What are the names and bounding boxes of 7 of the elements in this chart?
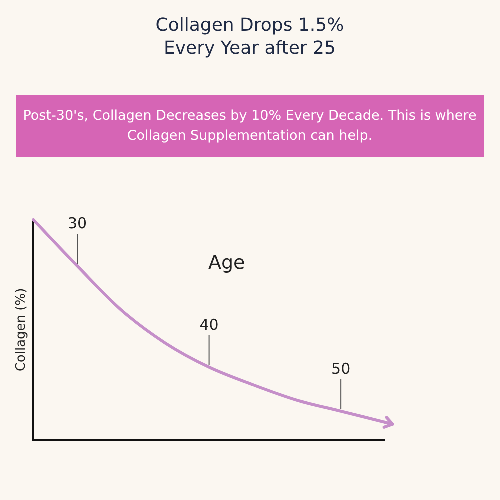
annotation: 30 [68, 214, 88, 233]
x-axis-title: Age [208, 252, 246, 274]
y-axis-title: Collagen (%) [14, 288, 30, 372]
chart-title: Collagen Drops 1.5% Every Year after 25 [155, 14, 345, 60]
annotation: 40 [200, 316, 219, 334]
chart-subtitle: Post-30's, Collagen Decreases by 10% Every Decade. This is where Collagen Supplementation can help. [16, 95, 484, 157]
annotation: 50 [332, 360, 351, 378]
